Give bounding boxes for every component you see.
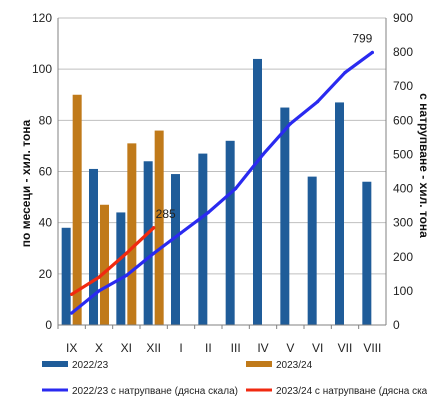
gridlines bbox=[58, 17, 386, 326]
annotations: 799 285 bbox=[156, 31, 373, 220]
bar-2023/24-XII bbox=[154, 130, 164, 325]
bar-2023/24-XI bbox=[127, 143, 137, 325]
bar-2022/23-II bbox=[198, 153, 208, 325]
right-tick-label: 600 bbox=[393, 113, 413, 127]
line-point bbox=[152, 226, 156, 230]
x-tick-label: XI bbox=[121, 341, 132, 355]
right-tick-label: 500 bbox=[393, 147, 413, 161]
bar-2023/24-IX bbox=[72, 94, 82, 325]
line-point bbox=[179, 231, 183, 235]
right-axis-title: с натрупване - хил. тона bbox=[417, 93, 427, 238]
line-point bbox=[234, 186, 238, 191]
left-tick-label: 120 bbox=[32, 11, 52, 25]
right-tick-label: 300 bbox=[393, 216, 413, 230]
bar-2022/23-VI bbox=[307, 176, 317, 325]
left-tick-label: 100 bbox=[32, 62, 52, 76]
bars bbox=[61, 58, 372, 326]
line-point bbox=[206, 210, 210, 215]
bar-2022/23-VIII bbox=[362, 181, 372, 325]
right-tick-label: 800 bbox=[393, 45, 413, 59]
line-point bbox=[261, 152, 265, 157]
left-tick-label: 60 bbox=[39, 165, 53, 179]
x-tick-label: IV bbox=[257, 341, 268, 355]
line-point bbox=[124, 273, 128, 278]
x-tick-label: III bbox=[231, 341, 241, 355]
bar-2022/23-XI bbox=[116, 212, 126, 325]
bar-2022/23-III bbox=[225, 140, 235, 325]
x-tick-label: V bbox=[286, 341, 294, 355]
legend-swatch bbox=[246, 361, 272, 367]
x-tick-label: VII bbox=[338, 341, 353, 355]
right-tick-label: 700 bbox=[393, 79, 413, 93]
legend-swatch bbox=[42, 361, 68, 367]
x-tick-label: VIII bbox=[363, 341, 381, 355]
left-tick-label: 40 bbox=[39, 216, 53, 230]
line-point bbox=[124, 251, 128, 255]
left-tick-label: 20 bbox=[39, 267, 53, 281]
line-point bbox=[152, 251, 156, 255]
lines bbox=[70, 50, 374, 315]
x-tick-label: IX bbox=[66, 341, 77, 355]
x-tick-label: II bbox=[205, 341, 212, 355]
bar-2022/23-I bbox=[171, 174, 180, 325]
right-tick-label: 100 bbox=[393, 284, 413, 298]
line-point bbox=[370, 50, 374, 55]
line-point bbox=[316, 99, 320, 104]
line-point bbox=[70, 311, 74, 315]
bar-2022/23-VII bbox=[335, 102, 344, 325]
bar-2022/23-V bbox=[280, 107, 290, 326]
right-tick-label: 200 bbox=[393, 250, 413, 264]
right-tick-label: 900 bbox=[393, 11, 413, 25]
right-tick-label: 0 bbox=[393, 318, 400, 332]
line-point bbox=[288, 122, 292, 126]
right-tick-label: 400 bbox=[393, 182, 413, 196]
axes: 0 20 40 60 80 100 120 0 100 200 300 400 500 600 700 800… bbox=[19, 11, 427, 355]
bar-2023/24-X bbox=[100, 204, 109, 325]
left-tick-label: 80 bbox=[39, 113, 53, 127]
legend-label: 2023/24 с натрупване (дясна скала) bbox=[276, 386, 427, 397]
x-tick-label: X bbox=[95, 341, 103, 355]
line-point bbox=[97, 289, 101, 293]
bar-2022/23-IV bbox=[253, 58, 262, 325]
bar-2022/23-IX bbox=[61, 227, 71, 325]
legend-label: 2022/23 bbox=[72, 360, 109, 371]
line-series-1 bbox=[70, 226, 156, 296]
left-axis-title: по месеци - хил. тона bbox=[19, 119, 33, 247]
legend-label: 2022/23 с натрупване (дясна скала) bbox=[72, 386, 238, 397]
legend: 2022/23 2023/24 2022/23 с натрупване (дясн… bbox=[42, 360, 427, 397]
line-point bbox=[343, 70, 347, 75]
left-tick-label: 0 bbox=[45, 318, 52, 332]
bar-2022/23-X bbox=[89, 168, 98, 325]
bar-2022/23-XII bbox=[143, 161, 153, 325]
x-tick-label: XII bbox=[146, 341, 161, 355]
line-series-0 bbox=[70, 50, 374, 315]
line-point bbox=[97, 275, 101, 279]
x-tick-label: VI bbox=[312, 341, 323, 355]
line-point bbox=[70, 292, 74, 296]
data-label: 799 bbox=[352, 31, 372, 45]
data-label: 285 bbox=[156, 207, 176, 221]
legend-label: 2023/24 bbox=[276, 360, 313, 371]
x-tick-label: I bbox=[179, 341, 182, 355]
